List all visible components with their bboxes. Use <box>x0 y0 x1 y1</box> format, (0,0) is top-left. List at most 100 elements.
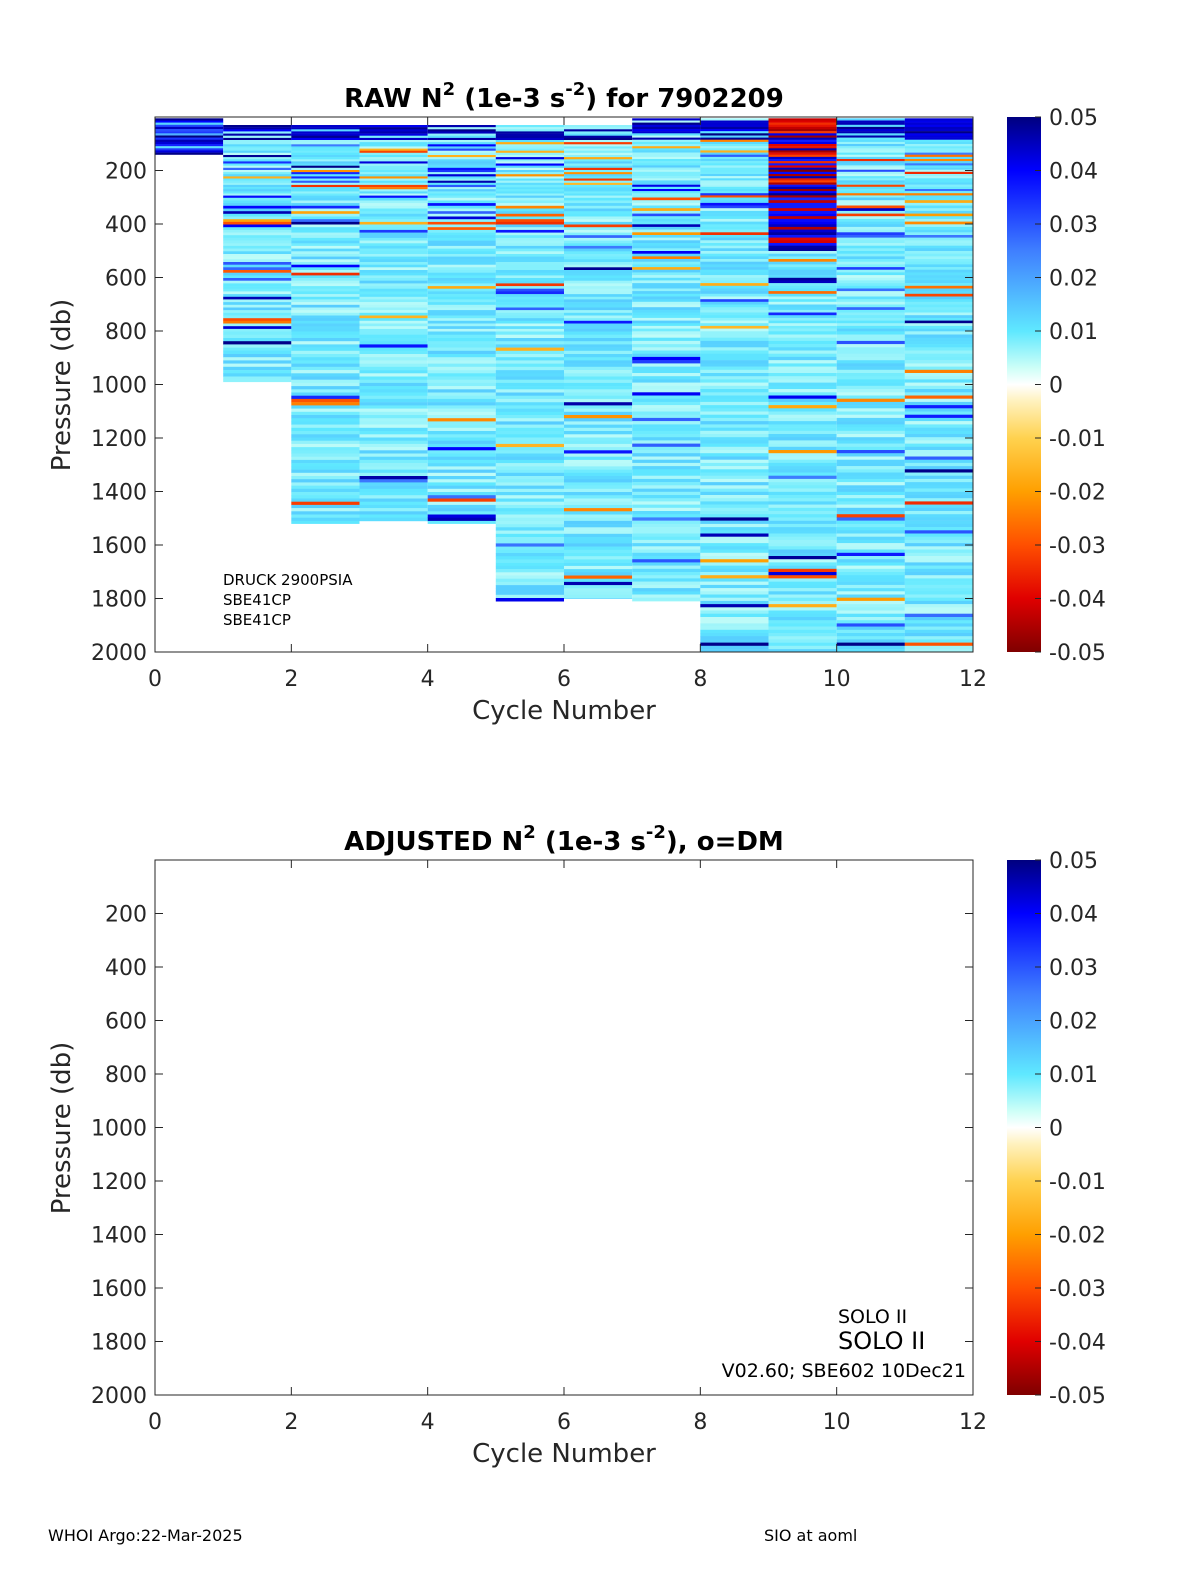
heatmap-cell <box>700 597 769 602</box>
heatmap-cell <box>427 334 496 339</box>
heatmap-cell <box>495 142 564 145</box>
heatmap-cell <box>495 259 564 263</box>
heatmap-cell <box>632 340 701 345</box>
heatmap-cell <box>768 392 837 396</box>
heatmap-cell <box>495 395 564 400</box>
heatmap-cell <box>768 277 837 281</box>
heatmap-cell <box>427 508 496 512</box>
heatmap-cell <box>564 262 633 265</box>
heatmap-cell <box>836 277 905 281</box>
heatmap-cell <box>836 517 905 521</box>
heatmap-cell <box>768 466 837 470</box>
heatmap-cell <box>700 235 769 238</box>
heatmap-cell <box>495 208 564 212</box>
heatmap-cell <box>632 485 701 489</box>
heatmap-cell <box>291 440 360 445</box>
heatmap-cell <box>427 447 496 451</box>
heatmap-cell <box>836 549 905 553</box>
heatmap-cell <box>495 389 564 393</box>
colorbar-tick-label: -0.01 <box>1049 427 1106 452</box>
heatmap-cell <box>904 482 973 486</box>
heatmap-cell <box>700 154 769 158</box>
heatmap-cell <box>495 578 564 583</box>
x-tick-label: 10 <box>823 1410 851 1435</box>
heatmap-cell <box>427 137 496 141</box>
heatmap-cell <box>359 386 428 390</box>
heatmap-cell <box>564 386 633 390</box>
heatmap-cell <box>291 315 360 319</box>
heatmap-cell <box>700 296 769 300</box>
heatmap-cell <box>564 157 633 160</box>
heatmap-cell <box>904 373 973 377</box>
heatmap-cell <box>564 240 633 244</box>
heatmap-cell <box>904 191 973 194</box>
heatmap-cell <box>904 421 973 425</box>
x-ticks: 0 2 4 6 8 10 12 <box>148 860 987 1435</box>
heatmap-cell <box>768 645 837 650</box>
heatmap-cell <box>836 565 905 570</box>
heatmap-cell <box>700 478 769 483</box>
heatmap-cell <box>495 254 564 257</box>
heatmap-cell <box>904 498 973 502</box>
heatmap-cell <box>768 169 837 173</box>
heatmap-cell <box>495 357 564 361</box>
heatmap-cell <box>427 291 496 295</box>
heatmap-cell <box>700 184 769 188</box>
heatmap-cell <box>632 373 701 377</box>
heatmap-cell <box>427 440 496 445</box>
heatmap-cell <box>768 178 837 181</box>
y-axis-label: Pressure (db) <box>47 299 77 472</box>
heatmap-cell <box>155 150 224 153</box>
heatmap-cell <box>564 229 633 233</box>
heatmap-cell <box>700 488 769 493</box>
heatmap-cell <box>427 443 496 448</box>
heatmap-cell <box>836 405 905 409</box>
heatmap-cell <box>768 259 837 262</box>
heatmap-cell <box>223 259 292 263</box>
heatmap-cell <box>836 304 905 308</box>
heatmap-cell <box>768 148 837 151</box>
heatmap-cell <box>359 155 428 158</box>
heatmap-cell <box>291 259 360 263</box>
heatmap-cell <box>291 405 360 409</box>
heatmap-cell <box>632 191 701 194</box>
heatmap-cell <box>700 208 769 212</box>
heatmap-cell <box>632 299 701 303</box>
heatmap-cell <box>291 180 360 184</box>
heatmap-cell <box>495 341 564 345</box>
heatmap-cell <box>904 568 973 573</box>
heatmap-cell <box>632 141 701 145</box>
heatmap-cell <box>495 520 564 525</box>
heatmap-cell <box>495 315 564 319</box>
heatmap-cell <box>359 161 428 164</box>
heatmap-cell <box>904 488 973 493</box>
heatmap-cell <box>223 235 292 239</box>
heatmap-cell <box>700 401 769 406</box>
heatmap-cell <box>359 140 428 143</box>
heatmap-cell <box>223 272 292 276</box>
heatmap-cell <box>427 193 496 196</box>
heatmap-cell <box>291 299 360 303</box>
colorbar-tick-label: -0.05 <box>1049 1384 1106 1409</box>
heatmap-cell <box>836 604 905 608</box>
heatmap-cell <box>768 401 837 406</box>
heatmap-cell <box>632 539 701 544</box>
heatmap-cell <box>223 129 292 132</box>
heatmap-cell <box>564 296 633 300</box>
heatmap-cell <box>427 140 496 143</box>
heatmap-cell <box>836 430 905 435</box>
heatmap-cell <box>291 482 360 486</box>
heatmap-cell <box>291 456 360 461</box>
heatmap-cell <box>495 294 564 298</box>
heatmap-cell <box>836 417 905 422</box>
heatmap-cell <box>768 633 837 637</box>
heatmap-cell <box>904 411 973 415</box>
heatmap-cell <box>632 293 701 297</box>
heatmap-cell <box>836 150 905 153</box>
heatmap-cell <box>564 280 633 284</box>
heatmap-cell <box>904 245 973 249</box>
heatmap-cell <box>904 167 973 170</box>
heatmap-cell <box>427 131 496 134</box>
plot-frame <box>154 859 974 1396</box>
heatmap-cell <box>836 466 905 470</box>
